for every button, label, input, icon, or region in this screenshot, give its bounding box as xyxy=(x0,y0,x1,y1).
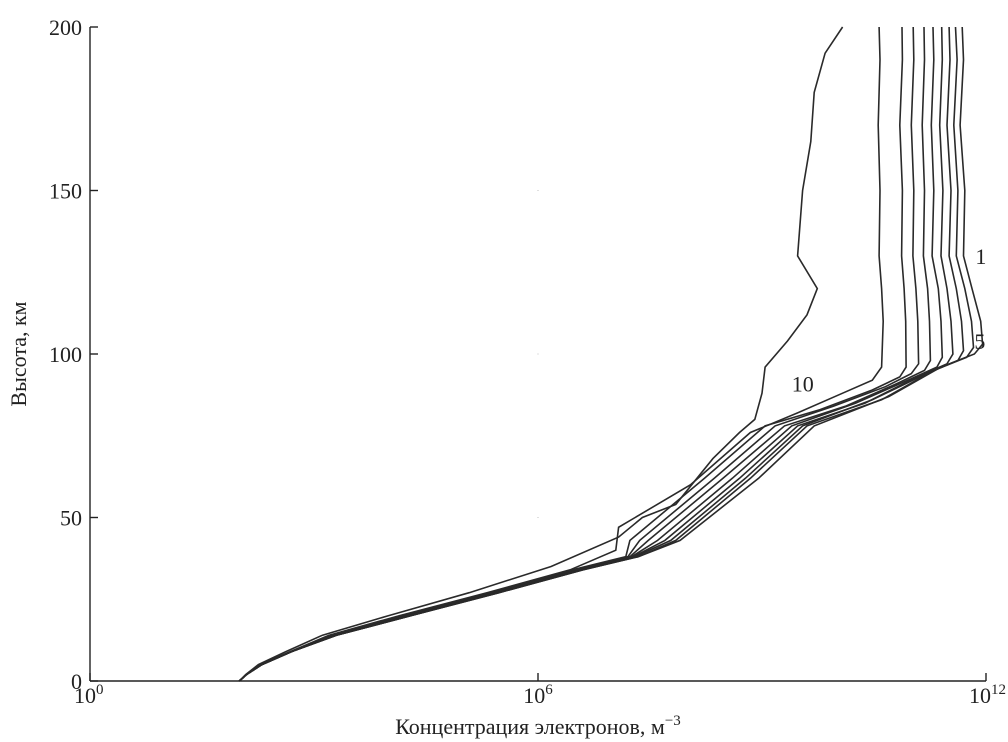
x-tick-label: 100 xyxy=(74,682,104,708)
y-tick-label: 200 xyxy=(49,15,82,40)
axis-ticks: 0 50 100 150 200 100 106 1012 xyxy=(49,15,1006,708)
y-tick-label: 150 xyxy=(49,179,82,204)
y-tick-label: 0 xyxy=(71,669,82,694)
series-line-6 xyxy=(238,26,932,682)
y-tick-label: 50 xyxy=(60,506,82,531)
y-axis-label: Высота, км xyxy=(6,301,31,406)
curve-label-5: 5 xyxy=(974,329,985,354)
series-line-8 xyxy=(238,26,907,682)
series-line-10 xyxy=(238,26,844,682)
y-tick-label: 100 xyxy=(49,342,82,367)
series-line-4 xyxy=(238,26,954,682)
series-line-2 xyxy=(238,26,975,682)
series-line-7 xyxy=(238,26,920,682)
x-tick-label: 106 xyxy=(523,682,553,708)
x-axis-label: Концентрация электронов, м−3 xyxy=(395,713,681,739)
series-line-3 xyxy=(238,26,965,682)
series-lines xyxy=(238,26,984,682)
curve-label-1: 1 xyxy=(975,244,986,269)
x-tick-label: 1012 xyxy=(969,682,1006,708)
series-line-9 xyxy=(238,26,885,682)
series-line-1 xyxy=(238,26,984,682)
grid-dots xyxy=(537,190,539,518)
curve-label-10: 10 xyxy=(792,371,814,396)
series-line-5 xyxy=(238,26,944,682)
